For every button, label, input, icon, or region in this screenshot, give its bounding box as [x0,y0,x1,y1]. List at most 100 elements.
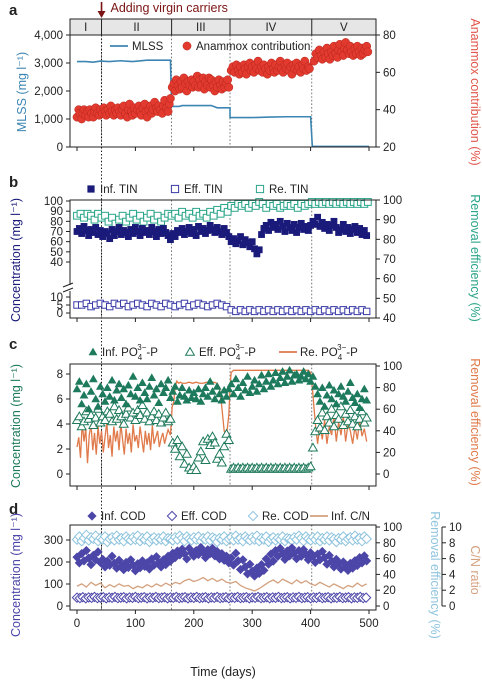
panel-d-cn-right-tick-label: 4 [449,569,456,581]
inf-cod-point [289,548,299,558]
eff-cod-point [360,592,372,603]
eff-po4-point [172,434,183,444]
inf-cod-point [156,562,166,572]
legend-inf-cod-swatch [87,511,97,521]
inf-po4-point [208,387,217,395]
inf-po4-point [250,375,259,384]
inf-cod-point [228,560,239,570]
anammox-point [363,47,373,57]
inf-tin-point [176,229,184,236]
panel-b-right-tick-label: 80 [383,234,396,246]
panel-d-right-tick-label: 60 [383,554,396,566]
eff-po4-point [125,412,136,422]
inf-po4-point [301,374,311,383]
legend-eff-tin-label: Eff. TIN [184,184,223,196]
inf-po4-point [81,379,91,388]
panel-a-left-tick-label: 1,000 [34,114,63,126]
inf-tin-point [134,228,142,235]
eff-po4-point [181,448,193,458]
inf-tin-point [96,227,104,234]
inf-po4-point [116,393,126,401]
eff-po4-point [118,418,129,428]
legend-mlss-label: MLSS [132,41,164,53]
inf-po4-point [306,377,315,385]
inf-po4-point [112,385,122,394]
inf-tin-point [337,226,345,233]
inf-po4-point [224,384,234,393]
anammox-point [224,82,234,92]
inf-po4-point [243,372,252,380]
inf-tin-point [146,231,153,238]
inf-cod-point [196,542,206,553]
inf-po4-point [119,384,129,393]
inf-tin-point [190,226,198,233]
inf-po4-point [149,390,159,399]
inf-tin-point [255,246,263,254]
inf-po4-point [317,383,327,391]
inf-cod-point [331,554,341,564]
inf-po4-point [324,380,334,389]
inf-cod-point [93,547,103,557]
panel-a-right-tick-label: 60 [383,67,396,79]
mlss-line [77,59,369,148]
panel-d-cn-right-tick-label: 10 [449,522,462,534]
inf-po4-point [131,392,140,400]
panel-d-x-tick-label: 500 [359,618,378,630]
legend-po4-label-sup: 3− [235,343,244,352]
inf-tin-point [225,233,233,240]
eff-po4-point [209,437,221,447]
panel-d-left-tick-label: 100 [44,579,63,591]
inf-po4-point [93,402,103,410]
inf-cod-point [149,560,159,570]
inf-cod-point [81,545,91,556]
inf-po4-point [266,382,276,390]
inf-po4-point [161,383,171,391]
panel-d-right-tick-label: 40 [383,569,396,581]
inf-tin-point [297,219,305,227]
eff-po4-point [139,413,151,423]
eff-po4-point [312,414,323,424]
guide-layer [101,35,313,610]
eff-po4-point [214,448,225,458]
panel-b-left-axis-label: Concentration (mg l⁻¹) [9,198,23,322]
inf-po4-point [152,384,161,393]
inf-po4-point [278,367,287,375]
legend-po4-label-base: Re. PO [300,347,338,359]
legend-po4-label: Inf. PO43−-P [102,343,158,362]
inf-tin-point [321,225,329,232]
inf-po4-point [74,377,84,385]
panel-c-plot-frame [69,363,377,487]
inf-cod-point [273,551,283,561]
panel-b-left-tick-label: 90 [50,206,63,218]
eff-po4-point [359,417,370,427]
inf-tin-point [246,243,254,251]
inf-cod-point [303,555,313,565]
inf-cod-point [261,554,271,564]
inf-cod-point [284,551,295,561]
inf-tin-point [188,230,195,237]
inf-cod-point [308,551,318,561]
panel-b-right-tick-label: 90 [383,215,396,227]
inf-cod-point [298,545,309,555]
inf-po4-point [238,378,248,386]
legend-po4-label-sub: 4 [138,353,143,362]
panel-d-x-tick-label: 100 [126,618,145,630]
inf-po4-point [203,392,213,400]
background-layer [69,18,377,36]
panel-c-left-tick-label: 2 [57,444,63,456]
inf-tin-point [267,218,275,226]
eff-po4-point [169,443,181,453]
legend-eff-cod-swatch [166,510,178,522]
inf-cod-point [126,555,136,565]
inf-po4-point [231,374,241,383]
inf-po4-point [142,394,152,403]
inf-tin-point [311,220,319,228]
inf-tin-point [136,232,144,239]
eff-po4-point [211,453,223,463]
inf-tin-point [113,228,121,235]
panel-a-left-tick-label: 3,000 [34,58,63,70]
inf-po4-point [196,397,206,405]
inf-tin-point [99,233,107,240]
legend-re-tin-label: Re. TIN [269,184,308,196]
eff-po4-point [314,422,326,432]
